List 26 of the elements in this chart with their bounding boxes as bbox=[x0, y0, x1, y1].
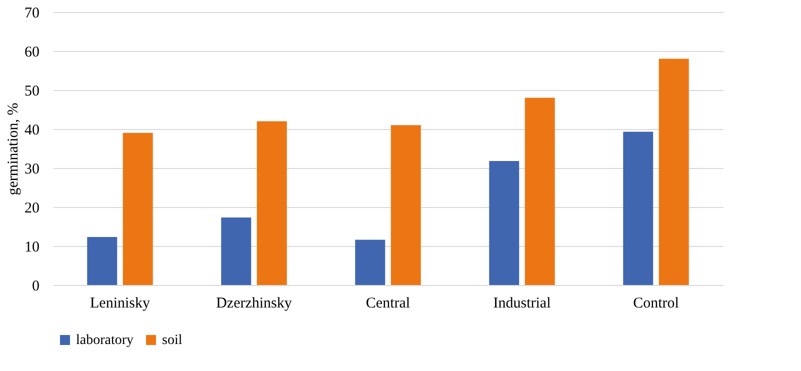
y-tick-label: 10 bbox=[24, 240, 40, 256]
y-tick-label: 0 bbox=[32, 278, 40, 294]
bar bbox=[390, 125, 421, 285]
legend-label: laboratory bbox=[76, 333, 134, 348]
bar bbox=[658, 58, 689, 285]
x-tick-label: Industrial bbox=[493, 296, 551, 312]
bar bbox=[221, 218, 252, 285]
bar bbox=[87, 237, 118, 285]
bar bbox=[524, 98, 555, 285]
y-tick-label: 30 bbox=[24, 162, 40, 178]
bar bbox=[489, 160, 520, 285]
y-tick-label: 40 bbox=[24, 122, 40, 138]
legend-label: soil bbox=[162, 333, 182, 348]
bar bbox=[623, 132, 654, 285]
y-axis-title: germination, % bbox=[6, 102, 22, 196]
bar bbox=[256, 121, 287, 285]
y-tick-label: 60 bbox=[24, 44, 40, 60]
x-tick-label: Dzerzhinsky bbox=[216, 296, 292, 312]
bar bbox=[122, 132, 153, 285]
x-tick-label: Control bbox=[633, 296, 679, 312]
x-tick-label: Leninisky bbox=[90, 296, 150, 312]
y-tick-label: 50 bbox=[24, 84, 40, 100]
bar bbox=[355, 240, 386, 285]
y-tick-label: 20 bbox=[24, 200, 40, 216]
y-tick-label: 70 bbox=[24, 6, 40, 22]
x-tick-label: Central bbox=[366, 296, 410, 312]
